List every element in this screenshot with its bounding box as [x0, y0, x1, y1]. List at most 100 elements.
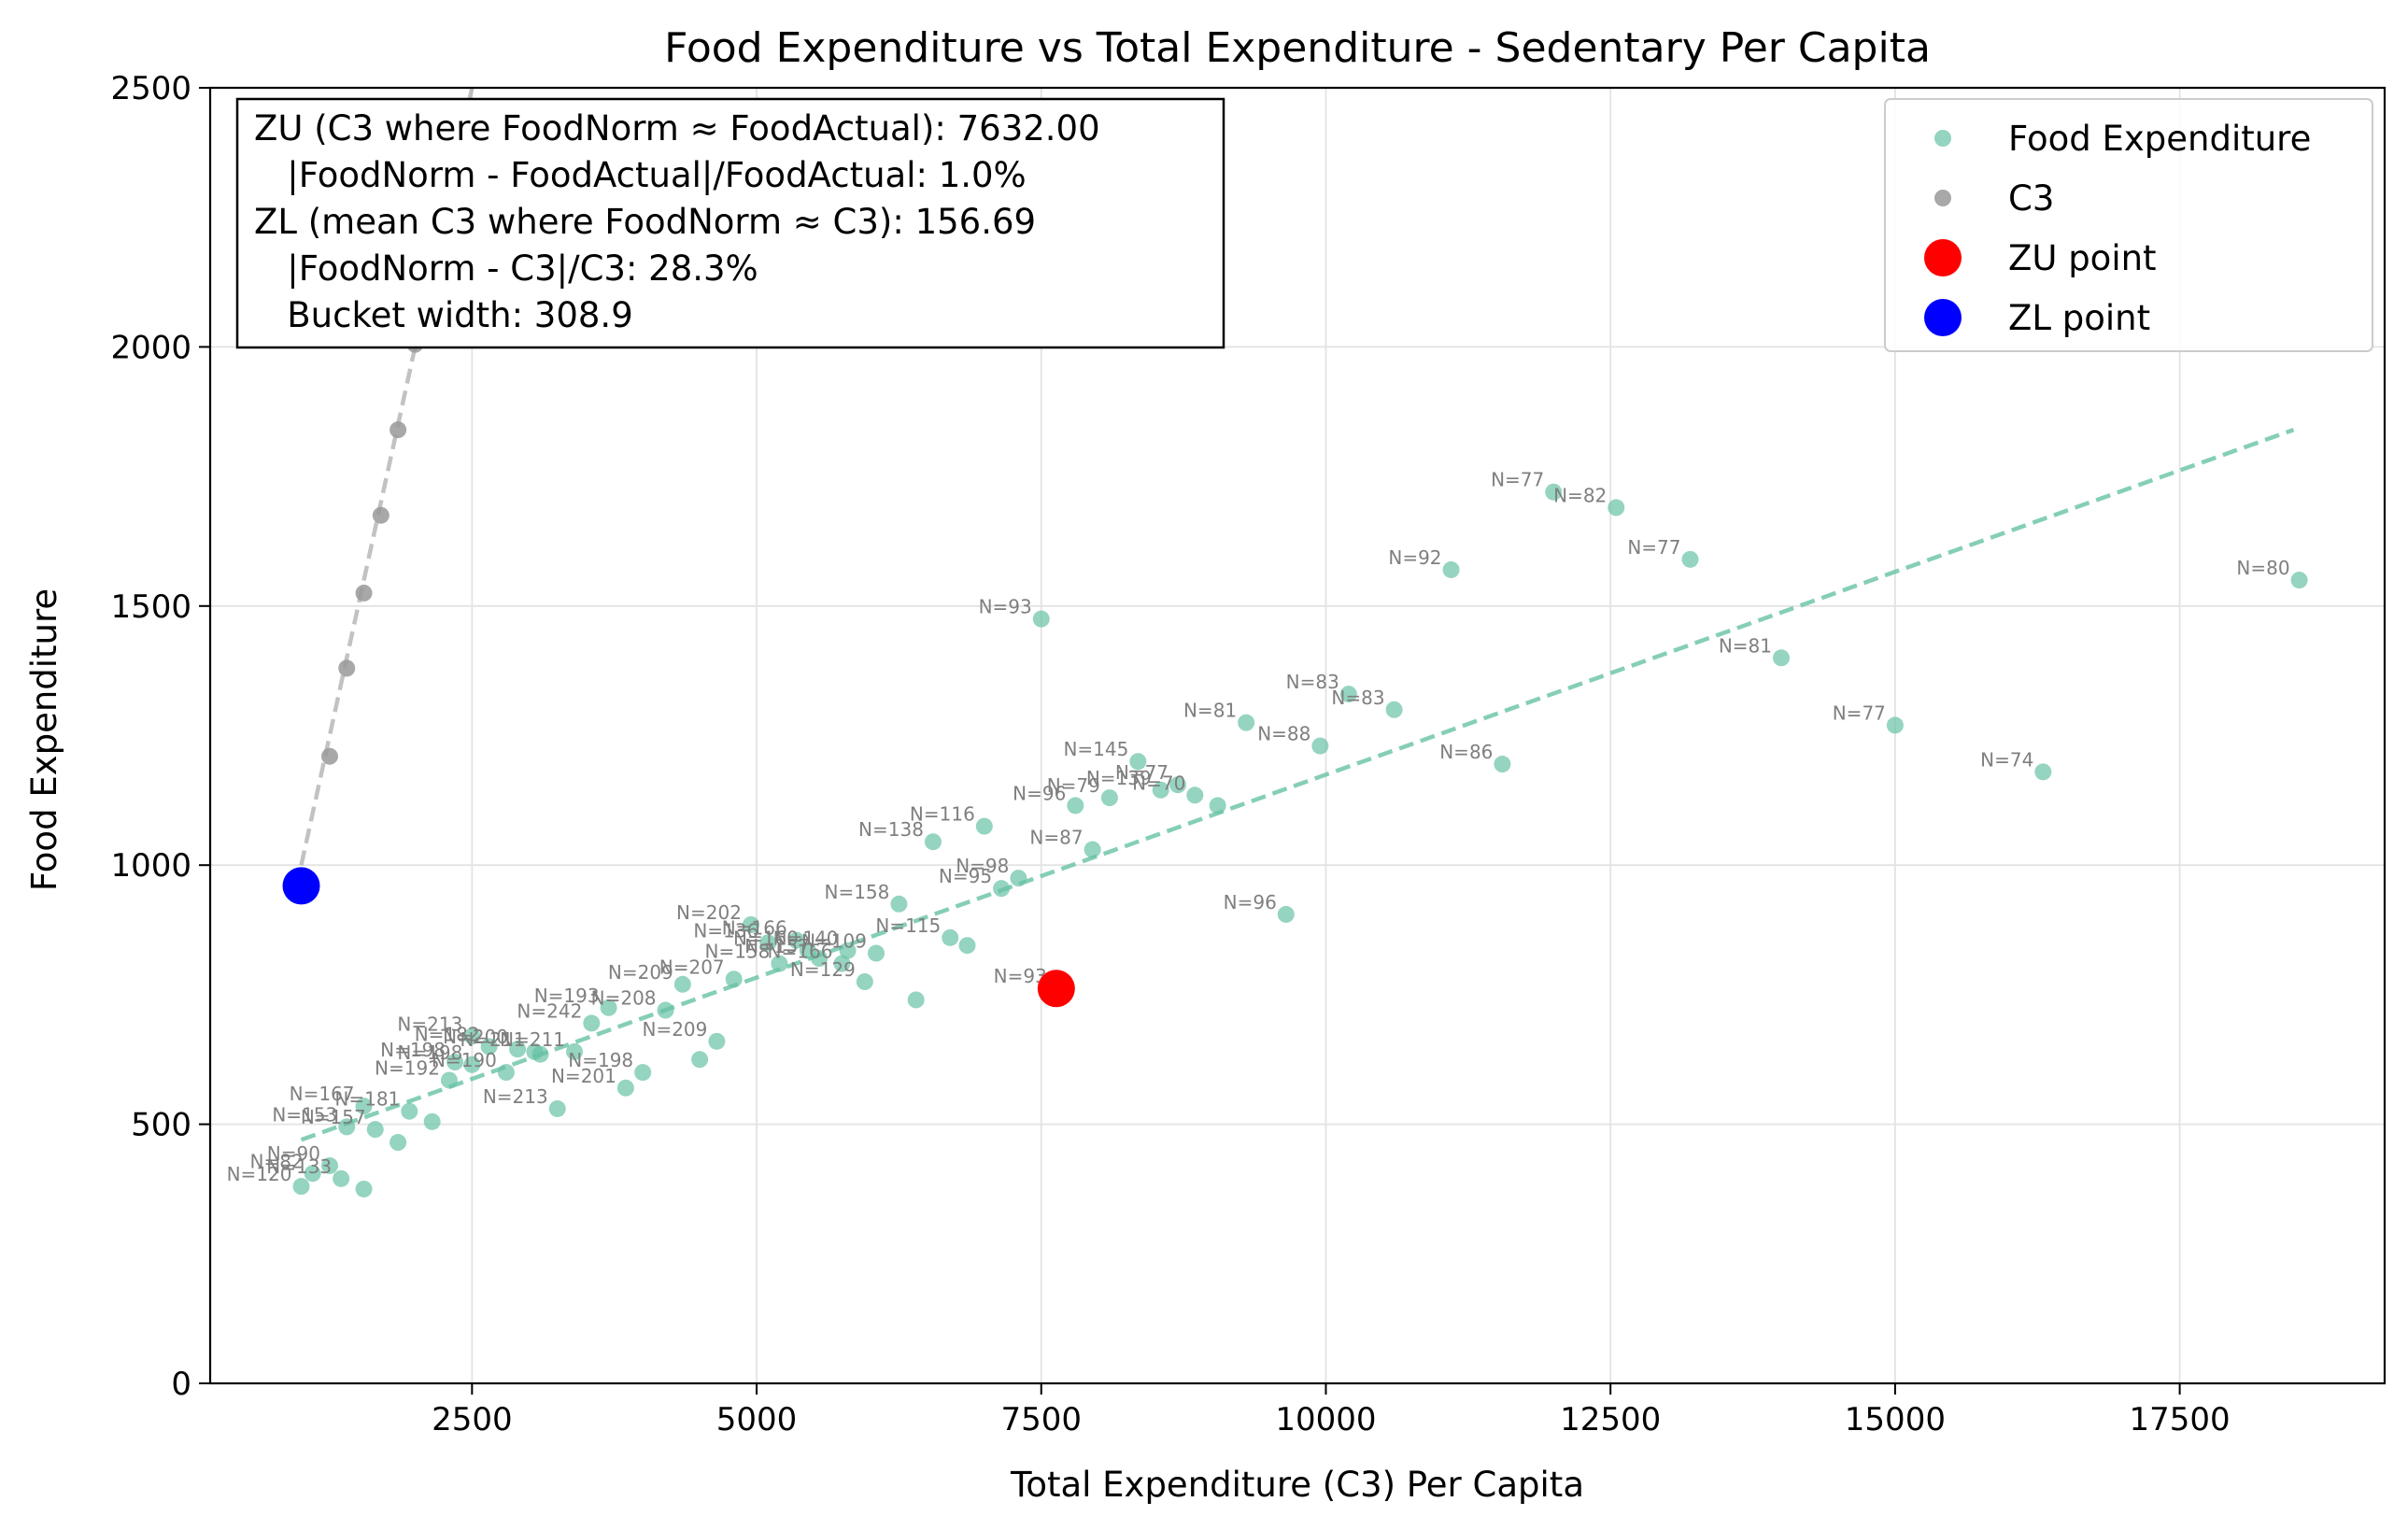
food-point	[320, 1156, 338, 1174]
point-label: N=83	[1331, 687, 1384, 709]
point-label: N=157	[301, 1106, 366, 1128]
point-label: N=213	[397, 1013, 462, 1035]
point-label: N=209	[642, 1018, 707, 1041]
food-point	[691, 1051, 709, 1069]
food-point	[1067, 797, 1084, 815]
y-axis-label: Food Expenditure	[24, 588, 64, 891]
y-tick-label: 500	[131, 1107, 191, 1144]
info-box-line: ZL (mean C3 where FoodNorm ≈ C3): 156.69	[254, 202, 1036, 242]
point-label: N=190	[432, 1049, 497, 1071]
point-label: N=181	[334, 1088, 400, 1111]
food-point	[673, 975, 691, 993]
food-point	[1681, 550, 1699, 568]
point-label: N=213	[483, 1085, 548, 1108]
plot-frame	[208, 86, 2387, 1385]
food-point	[1169, 776, 1187, 794]
food-point	[548, 1099, 566, 1117]
point-label: N=79	[1047, 774, 1100, 797]
info-box: ZU (C3 where FoodNorm ≈ FoodActual): 763…	[235, 97, 1225, 349]
food-point	[509, 1041, 527, 1058]
food-point	[1494, 756, 1511, 773]
point-label: N=182	[415, 1023, 480, 1045]
point-label: N=87	[1029, 827, 1083, 849]
x-tick-label: 7500	[1000, 1401, 1082, 1438]
point-label: N=242	[517, 999, 582, 1022]
point-label: N=208	[591, 987, 657, 1010]
point-label: N=209	[608, 961, 673, 984]
point-label: N=133	[266, 1155, 332, 1178]
point-label: N=80	[2236, 557, 2289, 579]
point-label: N=92	[1388, 546, 1441, 569]
food-point	[1152, 781, 1169, 799]
food-point	[1773, 649, 1791, 667]
y-tick-label: 1500	[110, 588, 191, 626]
legend-marker-zu	[1924, 239, 1962, 276]
point-label: N=88	[1257, 723, 1310, 745]
point-label: N=166	[722, 917, 787, 940]
food-point	[616, 1079, 634, 1097]
point-label: N=109	[801, 930, 867, 953]
c3-point	[390, 421, 407, 439]
info-box-line: Bucket width: 308.9	[254, 295, 633, 335]
y-tick-label: 0	[171, 1366, 191, 1403]
food-point	[292, 1178, 310, 1196]
x-axis-label: Total Expenditure (C3) Per Capita	[1010, 1465, 1584, 1505]
point-label: N=93	[979, 596, 1032, 618]
special-points: N=93	[282, 867, 1075, 1008]
point-label: N=96	[1224, 891, 1277, 914]
point-label: N=81	[1183, 700, 1237, 722]
point-label: N=96	[1013, 782, 1066, 804]
food-point	[833, 955, 851, 972]
food-point	[924, 833, 942, 851]
food-point	[1010, 870, 1027, 887]
point-label: N=70	[1132, 772, 1185, 794]
food-point	[2290, 572, 2308, 589]
point-label: N=129	[790, 958, 856, 981]
point-label: N=198	[397, 1041, 462, 1064]
point-label: N=120	[227, 1163, 292, 1185]
legend-label-c3: C3	[2008, 178, 2054, 219]
point-label: N=82	[250, 1150, 304, 1172]
food-point	[355, 1098, 373, 1115]
point-label: N=116	[910, 803, 975, 826]
food-point	[440, 1071, 458, 1089]
point-label: N=77	[1833, 701, 1886, 724]
food-point	[868, 944, 885, 962]
food-point	[423, 1112, 441, 1130]
point-label: N=86	[1439, 741, 1493, 763]
point-label: N=202	[676, 901, 742, 924]
food-point	[1385, 701, 1403, 718]
zu-point	[1037, 970, 1075, 1008]
food-point	[1886, 716, 1904, 734]
food-point	[600, 999, 617, 1016]
x-tick-label: 17500	[2130, 1401, 2231, 1438]
point-labels: N=120N=82N=90N=133N=153N=157N=167N=181N=…	[227, 469, 2290, 1185]
food-point	[657, 1001, 674, 1019]
legend: Food Expenditure C3 ZU point ZL point	[1884, 98, 2373, 352]
food-point	[1209, 797, 1226, 815]
food-point	[1186, 786, 1204, 804]
food-point	[401, 1102, 418, 1120]
food-point	[811, 950, 829, 968]
food-point	[725, 970, 743, 988]
y-tick-label: 2000	[110, 329, 191, 366]
food-point	[787, 931, 805, 949]
legend-label-food: Food Expenditure	[2008, 119, 2311, 159]
point-label: N=81	[1719, 634, 1772, 657]
point-label: N=140	[773, 928, 839, 950]
point-label: N=160	[733, 928, 799, 950]
food-point	[1084, 841, 1101, 858]
legend-marker-food	[1934, 130, 1951, 147]
point-label: N=115	[875, 914, 941, 937]
food-point	[1238, 714, 1255, 731]
point-label: N=211	[500, 1028, 565, 1051]
food-point	[839, 942, 857, 959]
food-point	[1277, 905, 1295, 923]
point-label: N=90	[267, 1142, 320, 1165]
point-label: N=136	[693, 919, 758, 942]
c3-point	[355, 584, 373, 602]
food-point	[355, 1180, 373, 1197]
x-tick-label: 10000	[1275, 1401, 1376, 1438]
info-box-line: |FoodNorm - FoodActual|/FoodActual: 1.0%	[254, 155, 1027, 195]
food-point	[1545, 483, 1563, 501]
